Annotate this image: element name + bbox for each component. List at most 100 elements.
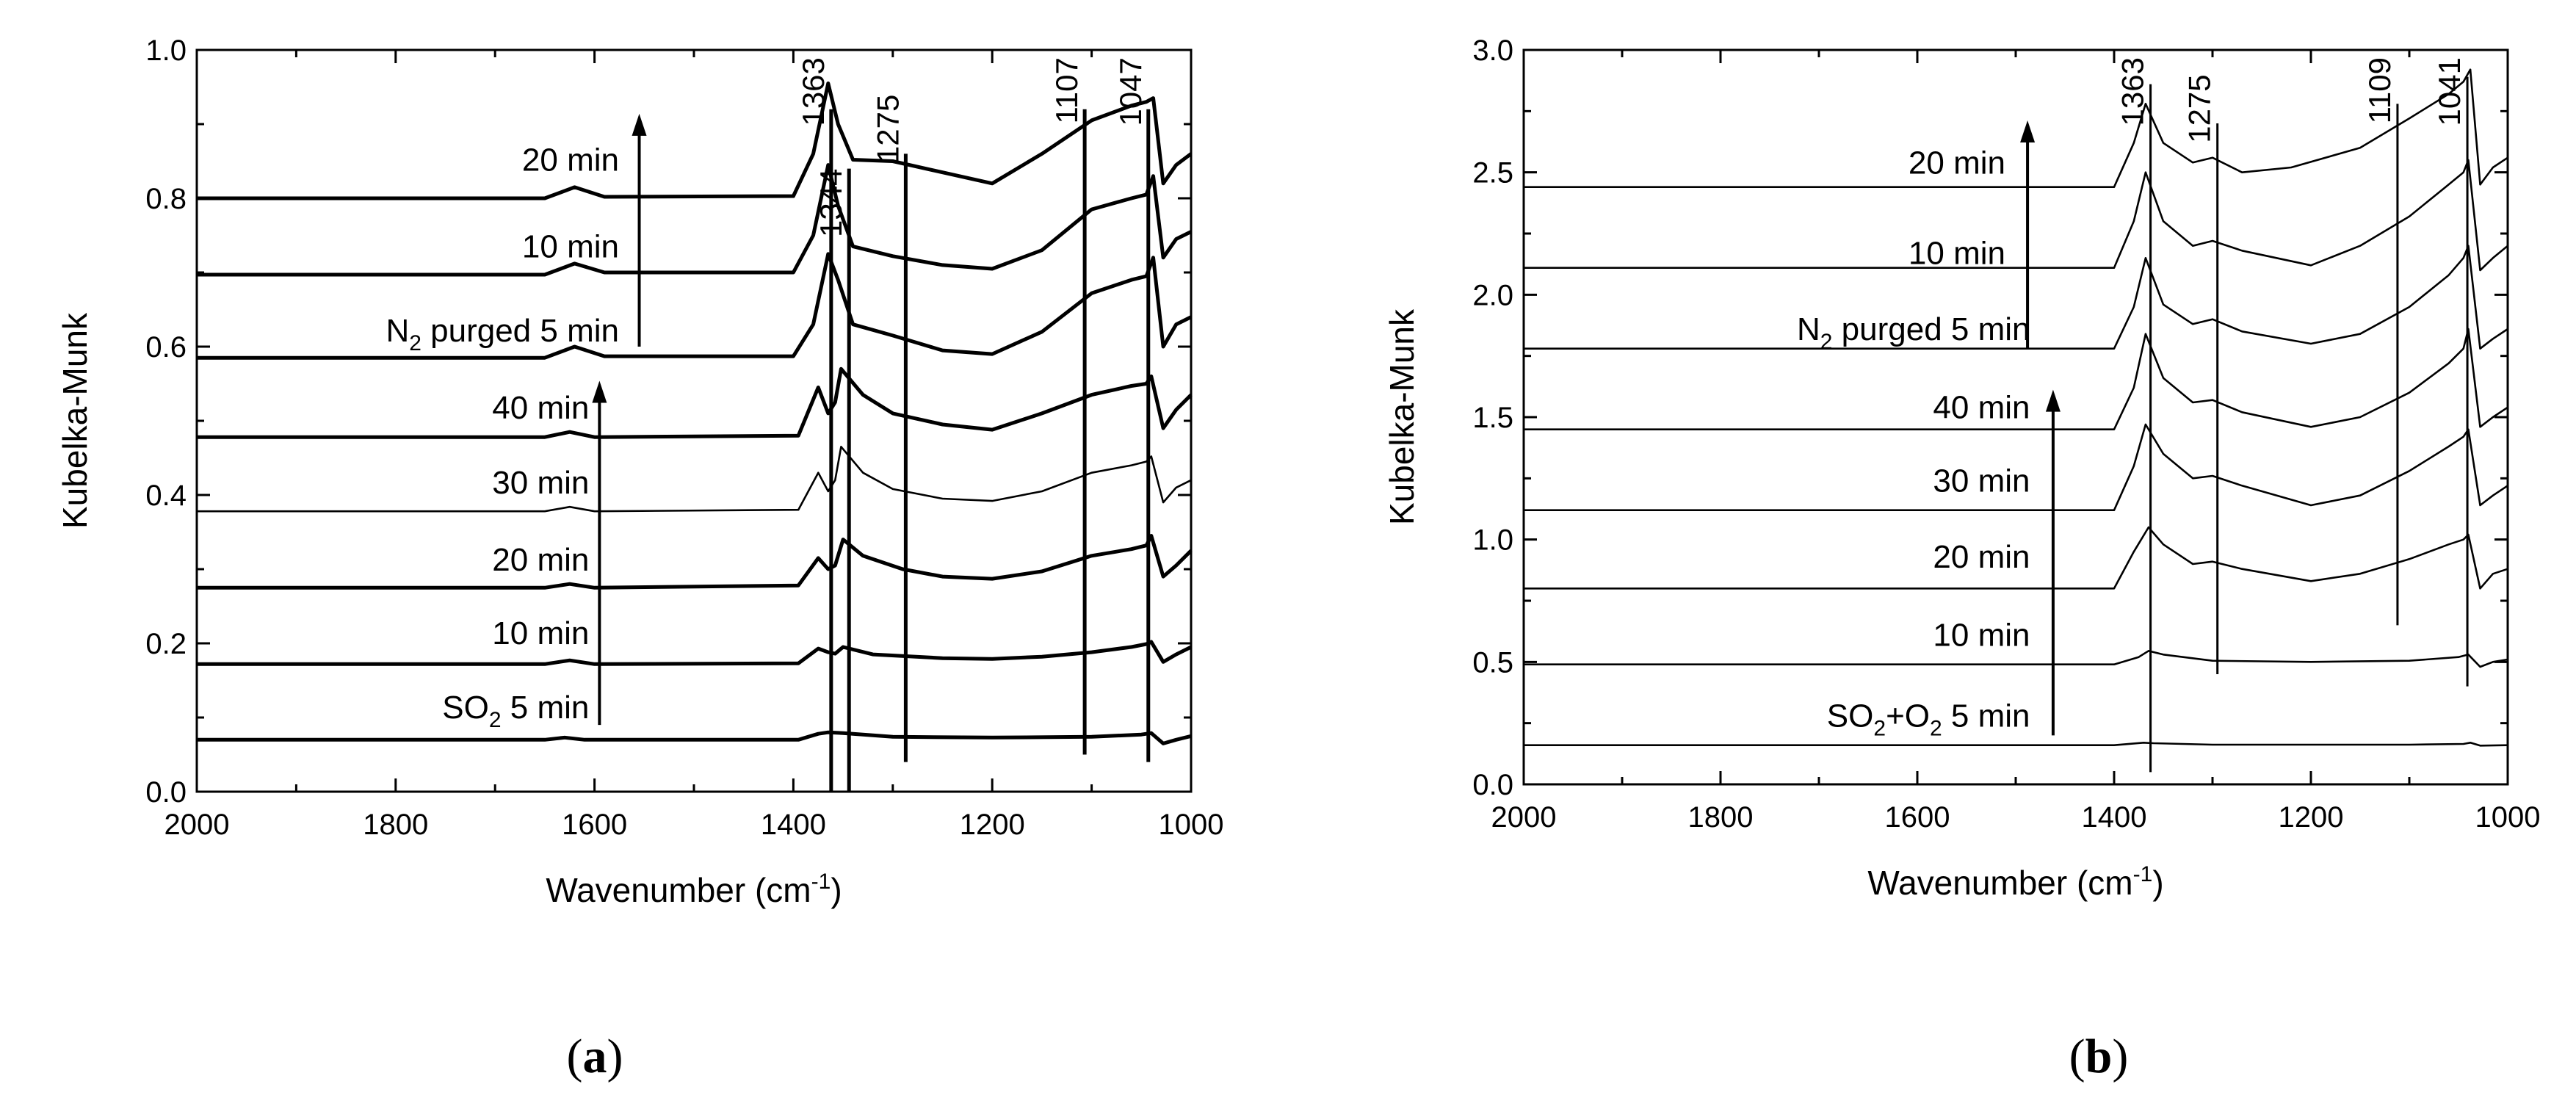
- panel-b-series-label-0: SO2+O2 5 min: [1827, 698, 2030, 741]
- panel-b-series-line-4: [1524, 328, 2508, 430]
- panel-a-x-tick-label: 2000: [164, 809, 230, 841]
- panel-b-series-label-text: N: [1797, 311, 1820, 347]
- panel-b-series-label-text: 10 min: [1909, 236, 2005, 272]
- panel-b-series-label-rest2: 5 min: [1942, 698, 2030, 734]
- panel-b-x-tick-label: 1400: [2082, 801, 2147, 834]
- panel-b-x-tick-label: 1800: [1688, 801, 1754, 834]
- panel-a-arrow-head-1: [632, 113, 647, 136]
- panel-b-series-label-text: 40 min: [1933, 390, 2030, 426]
- panel-b-series-label-sub: 2: [1873, 717, 1886, 741]
- panel-a-series-label-7: 20 min: [522, 142, 619, 178]
- panel-b-series-label-6: 10 min: [1909, 236, 2005, 272]
- panel-a-series-label-text: 10 min: [492, 615, 589, 651]
- panel-a-series-line-1: [197, 640, 1193, 666]
- panel-a-series-label-text: 10 min: [522, 229, 619, 265]
- panel-b-y-tick-label: 0.5: [1472, 646, 1513, 679]
- panel-b-y-tick-label: 2.0: [1472, 279, 1513, 311]
- panel-b-x-tick-label: 2000: [1491, 801, 1557, 834]
- panel-b-peak-label-2: 1109: [2362, 57, 2397, 123]
- panel-a-x-tick-label: 1600: [562, 809, 627, 841]
- panel-b-series-label-text: 20 min: [1909, 145, 2005, 181]
- panel-a-series-label-rest: purged 5 min: [422, 313, 619, 349]
- panel-a-series-label-text: 20 min: [522, 142, 619, 178]
- panel-a-series-label-1: 10 min: [492, 615, 589, 651]
- panel-b-y-tick-label: 2.5: [1472, 157, 1513, 189]
- panel-b-x-axis-label: Wavenumber (cm-1): [1867, 862, 2163, 902]
- panel-b-series-label-text: 20 min: [1933, 539, 2030, 575]
- panel-b-y-tick-label: 0.0: [1472, 769, 1513, 801]
- panel-b-series-line-1: [1524, 650, 2508, 668]
- panel-a-peak-label-0: 1363: [796, 57, 831, 126]
- panel-b-x-axis-label-text: Wavenumber (cm: [1867, 864, 2132, 902]
- panel-a-y-tick-label: 0.8: [145, 183, 187, 215]
- panel-a-x-axis-label: Wavenumber (cm-1): [546, 870, 842, 909]
- panel-b-x-axis-label-sup: -1: [2133, 862, 2153, 886]
- panel-b-panel-label-letter: b: [2085, 1030, 2113, 1083]
- panel-b-peak-label-3: 1041: [2432, 57, 2467, 126]
- panel-a-series-label-rest: 5 min: [502, 690, 590, 726]
- panel-b-x-axis-label-end: ): [2152, 864, 2163, 902]
- panel-b-series-line-0: [1524, 742, 2508, 747]
- panel-a-series-line-2: [197, 534, 1193, 590]
- panel-a-arrow-head-0: [592, 380, 607, 403]
- panel-a-peak-label-4: 1047: [1113, 57, 1148, 126]
- panel-a-y-tick-label: 0.6: [145, 331, 187, 364]
- panel-a-series-label-3: 30 min: [492, 465, 589, 501]
- panel-a-x-axis-label-text: Wavenumber (cm: [546, 871, 811, 909]
- panel-b-y-tick-label: 1.0: [1472, 524, 1513, 557]
- panel-a-series-label-sub: 2: [409, 331, 422, 355]
- panel-b-series-label-text: 30 min: [1933, 463, 2030, 499]
- panel-a-series-line-3: [197, 446, 1192, 513]
- panel-a-panel-label-close: ): [607, 1030, 623, 1083]
- panel-a-series-label-2: 20 min: [492, 542, 589, 578]
- panel-b-y-axis-label: Kubelka-Munk: [1383, 308, 1421, 525]
- panel-a-plot-frame: [195, 48, 1193, 793]
- panel-a-panel-label: (a): [567, 1030, 623, 1083]
- panel-a-panel-label-open: (: [567, 1030, 583, 1083]
- panel-a-y-axis-label: Kubelka-Munk: [56, 312, 94, 529]
- panel-b-series-label-7: 20 min: [1909, 145, 2005, 181]
- panel-b-series-label-2: 20 min: [1933, 539, 2030, 575]
- panel-a-series-label-sub: 2: [489, 708, 502, 732]
- panel-b-x-tick-label: 1200: [2279, 801, 2344, 834]
- panel-a-series-label-5: N2 purged 5 min: [386, 313, 619, 355]
- panel-a-chart: 2000 1800 1600 1400 1200 1000 0.0 0.2 0.4 0.6 0.8 1…: [56, 35, 1223, 1083]
- panel-b-series-label-3: 30 min: [1933, 463, 2030, 499]
- panel-a-x-tick-label: 1800: [363, 809, 428, 841]
- panel-b-series-line-7: [1524, 68, 2508, 188]
- panel-a-series-label-text: 30 min: [492, 465, 589, 501]
- panel-a-y-tick-label: 0.2: [145, 628, 187, 660]
- panel-a-y-tick-label: 0.4: [145, 480, 187, 512]
- panel-b-chart: 2000 1800 1600 1400 1200 1000 0.0 0.5 1.0 1.5 2.0 2…: [1383, 35, 2540, 1083]
- panel-a-panel-label-letter: a: [583, 1030, 607, 1083]
- panel-a-series-label-text: N: [386, 313, 409, 349]
- panel-a-series-label-6: 10 min: [522, 229, 619, 265]
- panel-b-arrow-head-1: [2020, 120, 2036, 142]
- panel-b-panel-label-close: ): [2112, 1030, 2128, 1083]
- panel-b-panel-label: (b): [2069, 1030, 2129, 1083]
- panel-b-series-label-sub2: 2: [1930, 717, 1942, 741]
- panel-b-series-label-4: 40 min: [1933, 390, 2030, 426]
- panel-a-peak-label-2: 1275: [870, 95, 905, 163]
- panel-b-series-line-5: [1524, 245, 2508, 350]
- panel-a-series-line-5: [197, 252, 1193, 360]
- panel-b-series-label-rest: purged 5 min: [1832, 311, 2030, 347]
- panel-a-series-line-0: [197, 730, 1192, 745]
- panel-a-y-tick-label: 1.0: [145, 35, 187, 67]
- panel-a-peak-label-3: 1107: [1049, 57, 1084, 123]
- panel-b-series-label-1: 10 min: [1933, 618, 2030, 654]
- panel-b-y-tick-label: 3.0: [1472, 35, 1513, 67]
- panel-a-series-line-6: [197, 163, 1193, 277]
- panel-b-peak-label-1: 1275: [2182, 74, 2217, 142]
- panel-b-series-label-text: 10 min: [1933, 618, 2030, 654]
- panel-a-x-axis-label-end: ): [831, 871, 842, 909]
- panel-b-x-tick-label: 1600: [1885, 801, 1950, 834]
- panel-b-x-tick-label: 1000: [2475, 801, 2541, 834]
- panel-b-panel-label-open: (: [2069, 1030, 2085, 1083]
- panel-b-series-line-3: [1524, 423, 2508, 511]
- panel-b-series-line-6: [1524, 159, 2508, 272]
- panel-a-series-line-7: [197, 82, 1193, 200]
- panel-a-y-tick-label: 0.0: [145, 776, 187, 809]
- panel-a-series-label-text: 40 min: [492, 390, 589, 426]
